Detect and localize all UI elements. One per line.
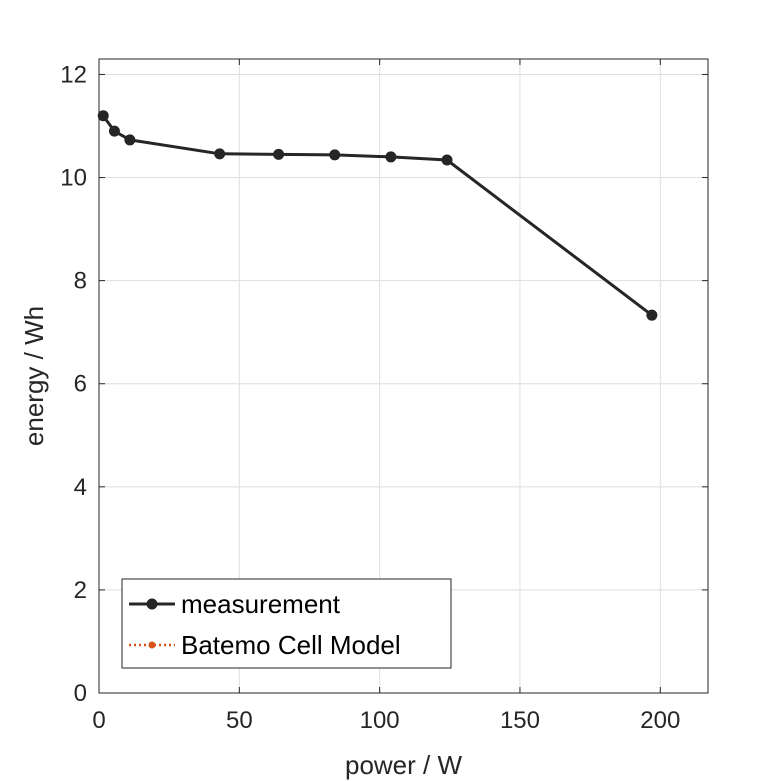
x-tick-label: 100 <box>360 707 400 734</box>
y-tick-label: 2 <box>74 577 87 604</box>
data-point <box>97 110 109 122</box>
data-point <box>124 134 136 146</box>
data-point <box>646 309 658 321</box>
legend-label-batemo: Batemo Cell Model <box>181 630 401 660</box>
data-point <box>214 148 226 160</box>
series-layer <box>97 110 658 321</box>
legend-box <box>121 578 452 669</box>
y-axis-label: energy / Wh <box>19 306 49 446</box>
data-point <box>108 125 120 137</box>
legend-marker-measurement <box>146 598 158 610</box>
y-tick-label: 12 <box>60 61 87 88</box>
y-tick-label: 0 <box>74 680 87 707</box>
y-tick-label: 10 <box>60 165 87 192</box>
plot-frame <box>98 58 709 694</box>
x-tick-label: 200 <box>640 707 680 734</box>
data-point <box>329 149 341 161</box>
y-tick-label: 8 <box>74 268 87 295</box>
data-point <box>385 151 397 163</box>
x-tick-label: 150 <box>500 707 540 734</box>
y-tick-label: 4 <box>74 474 87 501</box>
legend-label-measurement: measurement <box>181 589 341 619</box>
data-point <box>441 154 453 166</box>
x-tick-label: 0 <box>92 707 105 734</box>
x-axis-label: power / W <box>345 750 462 780</box>
legend: measurement Batemo Cell Model <box>121 578 452 669</box>
data-point <box>273 148 285 160</box>
x-tick-label: 50 <box>226 707 253 734</box>
y-tick-label: 6 <box>74 371 87 398</box>
legend-marker-batemo <box>148 641 156 649</box>
axis-ticks: 0 50 100 150 200 0 2 4 6 8 10 12 <box>60 59 708 734</box>
